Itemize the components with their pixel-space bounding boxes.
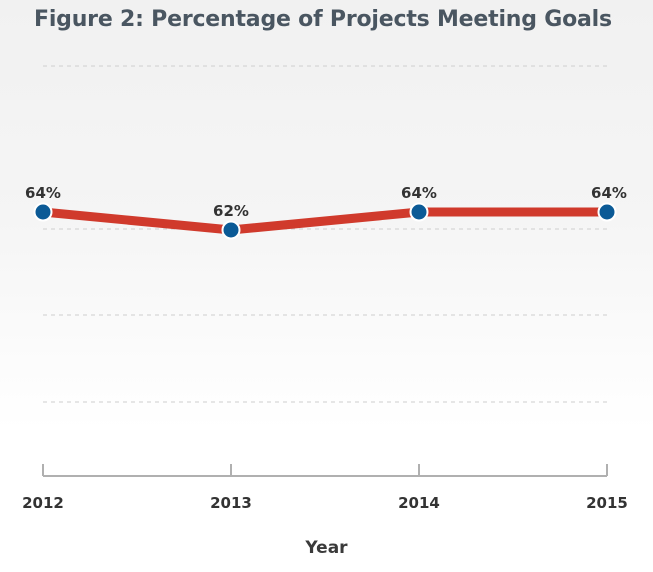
x-tick-label-2012: 2012 <box>22 494 64 512</box>
data-label-2015: 64% <box>591 184 627 202</box>
data-label-2014: 64% <box>401 184 437 202</box>
series-line <box>42 207 607 235</box>
x-axis <box>42 464 608 477</box>
data-label-2012: 64% <box>25 184 61 202</box>
data-point-2015 <box>597 202 617 222</box>
data-point-2013 <box>221 220 241 240</box>
data-labels: 64% 62% 64% 64% <box>25 184 627 220</box>
data-point-2012 <box>33 202 53 222</box>
grid-lines <box>43 65 607 403</box>
x-axis-title: Year <box>305 538 348 558</box>
series-line-layer <box>42 207 607 235</box>
x-tick-label-2013: 2013 <box>210 494 252 512</box>
data-point-2014 <box>409 202 429 222</box>
chart-title: Figure 2: Percentage of Projects Meeting… <box>34 7 612 32</box>
data-points <box>33 202 617 240</box>
data-label-2013: 62% <box>213 202 249 220</box>
x-tick-label-2015: 2015 <box>586 494 628 512</box>
x-tick-label-2014: 2014 <box>398 494 440 512</box>
x-tick-labels: 2012 2013 2014 2015 <box>22 494 628 512</box>
